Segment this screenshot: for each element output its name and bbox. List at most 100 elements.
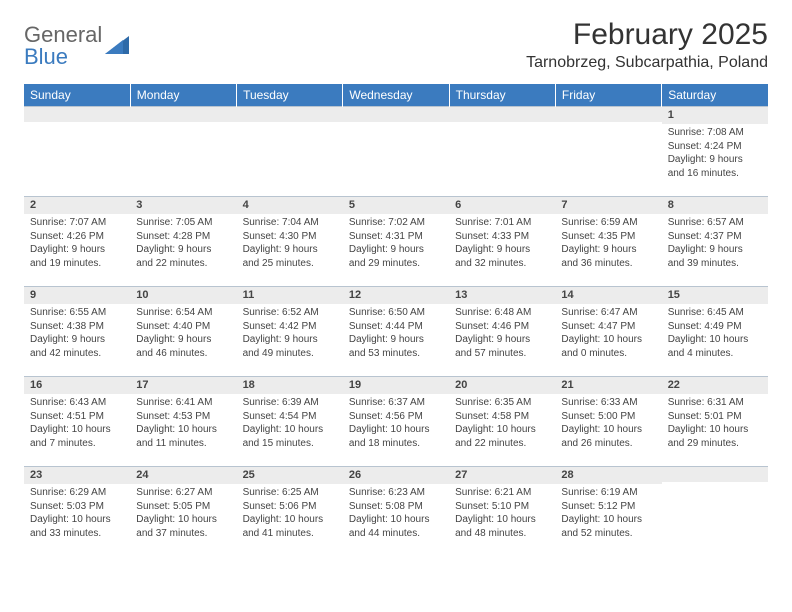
calendar-day-cell: 16Sunrise: 6:43 AMSunset: 4:51 PMDayligh…: [24, 377, 130, 467]
calendar-header-row: Sunday Monday Tuesday Wednesday Thursday…: [24, 84, 768, 107]
sunrise-text: Sunrise: 6:27 AM: [136, 486, 230, 500]
sunset-text: Sunset: 4:26 PM: [30, 230, 124, 244]
calendar-day-cell: 2Sunrise: 7:07 AMSunset: 4:26 PMDaylight…: [24, 197, 130, 287]
day-number: 5: [343, 197, 449, 214]
daylight-text: Daylight: 9 hours and 53 minutes.: [349, 333, 443, 360]
sunset-text: Sunset: 4:28 PM: [136, 230, 230, 244]
daylight-text: Daylight: 9 hours and 16 minutes.: [668, 153, 762, 180]
calendar-page: General Blue February 2025 Tarnobrzeg, S…: [0, 0, 792, 557]
sunset-text: Sunset: 4:49 PM: [668, 320, 762, 334]
calendar-day-cell: [662, 467, 768, 557]
day-number: 4: [237, 197, 343, 214]
day-content: Sunrise: 6:50 AMSunset: 4:44 PMDaylight:…: [343, 304, 449, 364]
sunrise-text: Sunrise: 7:02 AM: [349, 216, 443, 230]
day-header: Saturday: [662, 84, 768, 107]
day-content: Sunrise: 7:08 AMSunset: 4:24 PMDaylight:…: [662, 124, 768, 184]
daylight-text: Daylight: 10 hours and 33 minutes.: [30, 513, 124, 540]
day-number: 15: [662, 287, 768, 304]
sunrise-text: Sunrise: 6:48 AM: [455, 306, 549, 320]
day-content: Sunrise: 6:29 AMSunset: 5:03 PMDaylight:…: [24, 484, 130, 544]
day-content: [237, 122, 343, 132]
calendar-day-cell: 6Sunrise: 7:01 AMSunset: 4:33 PMDaylight…: [449, 197, 555, 287]
sunrise-text: Sunrise: 6:39 AM: [243, 396, 337, 410]
day-number: 16: [24, 377, 130, 394]
day-content: Sunrise: 6:45 AMSunset: 4:49 PMDaylight:…: [662, 304, 768, 364]
daylight-text: Daylight: 10 hours and 29 minutes.: [668, 423, 762, 450]
day-number: 19: [343, 377, 449, 394]
calendar-week-row: 2 Sunrise: 7:07 AMSunset: 4:26 PM Daylight…: [24, 197, 768, 287]
day-content: Sunrise: 6:59 AMSunset: 4:35 PMDaylight:…: [555, 214, 661, 274]
logo-triangle-icon: [105, 34, 129, 59]
day-content: Sunrise: 6:48 AMSunset: 4:46 PMDaylight:…: [449, 304, 555, 364]
sunrise-text: Sunrise: 7:07 AM: [30, 216, 124, 230]
day-content: [662, 482, 768, 492]
sunset-text: Sunset: 4:58 PM: [455, 410, 549, 424]
day-content: Sunrise: 6:25 AMSunset: 5:06 PMDaylight:…: [237, 484, 343, 544]
sunset-text: Sunset: 4:54 PM: [243, 410, 337, 424]
sunrise-text: Sunrise: 6:41 AM: [136, 396, 230, 410]
sunrise-text: Sunrise: 6:55 AM: [30, 306, 124, 320]
daylight-text: Daylight: 9 hours and 25 minutes.: [243, 243, 337, 270]
logo: General Blue: [24, 18, 129, 68]
sunrise-text: Sunrise: 6:54 AM: [136, 306, 230, 320]
calendar-day-cell: [24, 107, 130, 197]
day-header: Monday: [130, 84, 236, 107]
calendar-day-cell: 26Sunrise: 6:23 AMSunset: 5:08 PMDayligh…: [343, 467, 449, 557]
daylight-text: Daylight: 9 hours and 49 minutes.: [243, 333, 337, 360]
day-header: Wednesday: [343, 84, 449, 107]
daylight-text: Daylight: 9 hours and 32 minutes.: [455, 243, 549, 270]
calendar-day-cell: 3Sunrise: 7:05 AMSunset: 4:28 PMDaylight…: [130, 197, 236, 287]
sunrise-text: Sunrise: 6:50 AM: [349, 306, 443, 320]
sunrise-text: Sunrise: 6:57 AM: [668, 216, 762, 230]
day-number: [555, 107, 661, 122]
daylight-text: Daylight: 9 hours and 22 minutes.: [136, 243, 230, 270]
daylight-text: Daylight: 10 hours and 52 minutes.: [561, 513, 655, 540]
calendar-day-cell: [555, 107, 661, 197]
sunrise-text: Sunrise: 7:04 AM: [243, 216, 337, 230]
header: General Blue February 2025 Tarnobrzeg, S…: [24, 18, 768, 72]
daylight-text: Daylight: 10 hours and 18 minutes.: [349, 423, 443, 450]
location-subtitle: Tarnobrzeg, Subcarpathia, Poland: [526, 54, 768, 72]
calendar-week-row: 1Sunrise: 7:08 AMSunset: 4:24 PMDaylight…: [24, 107, 768, 197]
sunrise-text: Sunrise: 6:59 AM: [561, 216, 655, 230]
sunrise-text: Sunrise: 6:33 AM: [561, 396, 655, 410]
calendar-day-cell: 9Sunrise: 6:55 AMSunset: 4:38 PMDaylight…: [24, 287, 130, 377]
day-number: [343, 107, 449, 122]
sunset-text: Sunset: 5:05 PM: [136, 500, 230, 514]
sunset-text: Sunset: 4:40 PM: [136, 320, 230, 334]
day-content: Sunrise: 6:54 AMSunset: 4:40 PMDaylight:…: [130, 304, 236, 364]
sunrise-text: Sunrise: 6:23 AM: [349, 486, 443, 500]
sunrise-text: Sunrise: 6:21 AM: [455, 486, 549, 500]
logo-text-bottom: Blue: [24, 46, 102, 68]
sunset-text: Sunset: 5:08 PM: [349, 500, 443, 514]
calendar-day-cell: 1Sunrise: 7:08 AMSunset: 4:24 PMDaylight…: [662, 107, 768, 197]
sunset-text: Sunset: 4:46 PM: [455, 320, 549, 334]
daylight-text: Daylight: 10 hours and 22 minutes.: [455, 423, 549, 450]
calendar-day-cell: 15Sunrise: 6:45 AMSunset: 4:49 PMDayligh…: [662, 287, 768, 377]
day-number: 27: [449, 467, 555, 484]
calendar-day-cell: 13Sunrise: 6:48 AMSunset: 4:46 PMDayligh…: [449, 287, 555, 377]
day-header: Thursday: [449, 84, 555, 107]
day-number: 23: [24, 467, 130, 484]
logo-text-block: General Blue: [24, 24, 102, 68]
calendar-day-cell: 4 Sunrise: 7:04 AMSunset: 4:30 PMDaylight…: [237, 197, 343, 287]
day-content: Sunrise: 6:43 AMSunset: 4:51 PMDaylight:…: [24, 394, 130, 454]
calendar-day-cell: 12Sunrise: 6:50 AMSunset: 4:44 PMDayligh…: [343, 287, 449, 377]
day-content: Sunrise: 7:01 AMSunset: 4:33 PMDaylight:…: [449, 214, 555, 274]
day-content: [449, 122, 555, 132]
day-number: 25: [237, 467, 343, 484]
day-content: Sunrise: 6:37 AMSunset: 4:56 PMDaylight:…: [343, 394, 449, 454]
day-number: 7: [555, 197, 661, 214]
daylight-text: Daylight: 10 hours and 0 minutes.: [561, 333, 655, 360]
sunset-text: Sunset: 4:30 PM: [243, 230, 337, 244]
calendar-day-cell: 20Sunrise: 6:35 AMSunset: 4:58 PMDayligh…: [449, 377, 555, 467]
sunset-text: Sunset: 4:37 PM: [668, 230, 762, 244]
sunset-text: Sunset: 5:12 PM: [561, 500, 655, 514]
day-number: [449, 107, 555, 122]
day-content: [343, 122, 449, 132]
daylight-text: Daylight: 10 hours and 7 minutes.: [30, 423, 124, 450]
day-number: 2: [24, 197, 130, 214]
day-content: Sunrise: 6:41 AMSunset: 4:53 PMDaylight:…: [130, 394, 236, 454]
sunset-text: Sunset: 5:06 PM: [243, 500, 337, 514]
sunset-text: Sunset: 4:53 PM: [136, 410, 230, 424]
